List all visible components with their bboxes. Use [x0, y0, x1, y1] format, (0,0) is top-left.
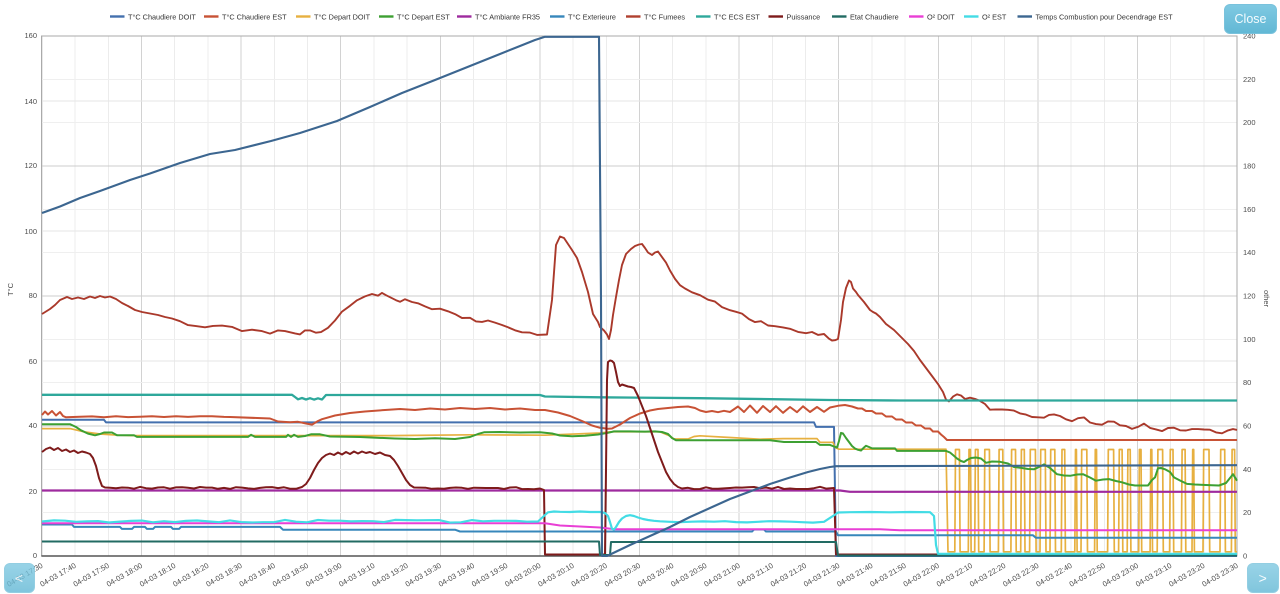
svg-text:T°C ECS EST: T°C ECS EST — [714, 12, 760, 21]
svg-text:T°C Chaudiere DOIT: T°C Chaudiere DOIT — [128, 12, 196, 21]
svg-text:T°C Depart EST: T°C Depart EST — [397, 12, 450, 21]
svg-text:T°C Depart DOIT: T°C Depart DOIT — [314, 12, 371, 21]
svg-text:O² DOIT: O² DOIT — [927, 12, 955, 21]
svg-text:180: 180 — [1243, 162, 1256, 171]
svg-text:140: 140 — [24, 97, 37, 106]
svg-text:O² EST: O² EST — [982, 12, 1007, 21]
svg-text:Puissance: Puissance — [787, 12, 821, 21]
svg-text:140: 140 — [1243, 248, 1256, 257]
svg-text:60: 60 — [29, 357, 37, 366]
svg-text:other: other — [1262, 290, 1271, 308]
svg-text:T°C Exterieure: T°C Exterieure — [568, 12, 616, 21]
svg-text:120: 120 — [1243, 292, 1256, 301]
svg-text:T°C Fumees: T°C Fumees — [644, 12, 685, 21]
svg-text:160: 160 — [24, 31, 37, 40]
svg-text:40: 40 — [29, 421, 37, 430]
svg-text:40: 40 — [1243, 465, 1251, 474]
svg-text:Etat Chaudiere: Etat Chaudiere — [850, 12, 899, 21]
svg-text:220: 220 — [1243, 75, 1256, 84]
svg-text:20: 20 — [29, 487, 37, 496]
svg-text:T°C Chaudiere EST: T°C Chaudiere EST — [222, 12, 287, 21]
svg-text:120: 120 — [24, 161, 37, 170]
svg-text:0: 0 — [33, 551, 37, 560]
svg-text:100: 100 — [24, 227, 37, 236]
svg-text:Temps Combustion pour Decendra: Temps Combustion pour Decendrage EST — [1036, 12, 1174, 21]
svg-text:200: 200 — [1243, 118, 1256, 127]
svg-text:T°C: T°C — [6, 282, 15, 296]
svg-text:0: 0 — [1243, 552, 1247, 561]
svg-text:20: 20 — [1243, 508, 1251, 517]
svg-text:T°C Ambiante FR35: T°C Ambiante FR35 — [475, 12, 540, 21]
svg-text:240: 240 — [1243, 32, 1256, 41]
svg-text:60: 60 — [1243, 422, 1251, 431]
svg-text:160: 160 — [1243, 205, 1256, 214]
svg-text:80: 80 — [1243, 378, 1251, 387]
svg-text:100: 100 — [1243, 335, 1256, 344]
svg-text:80: 80 — [29, 291, 37, 300]
